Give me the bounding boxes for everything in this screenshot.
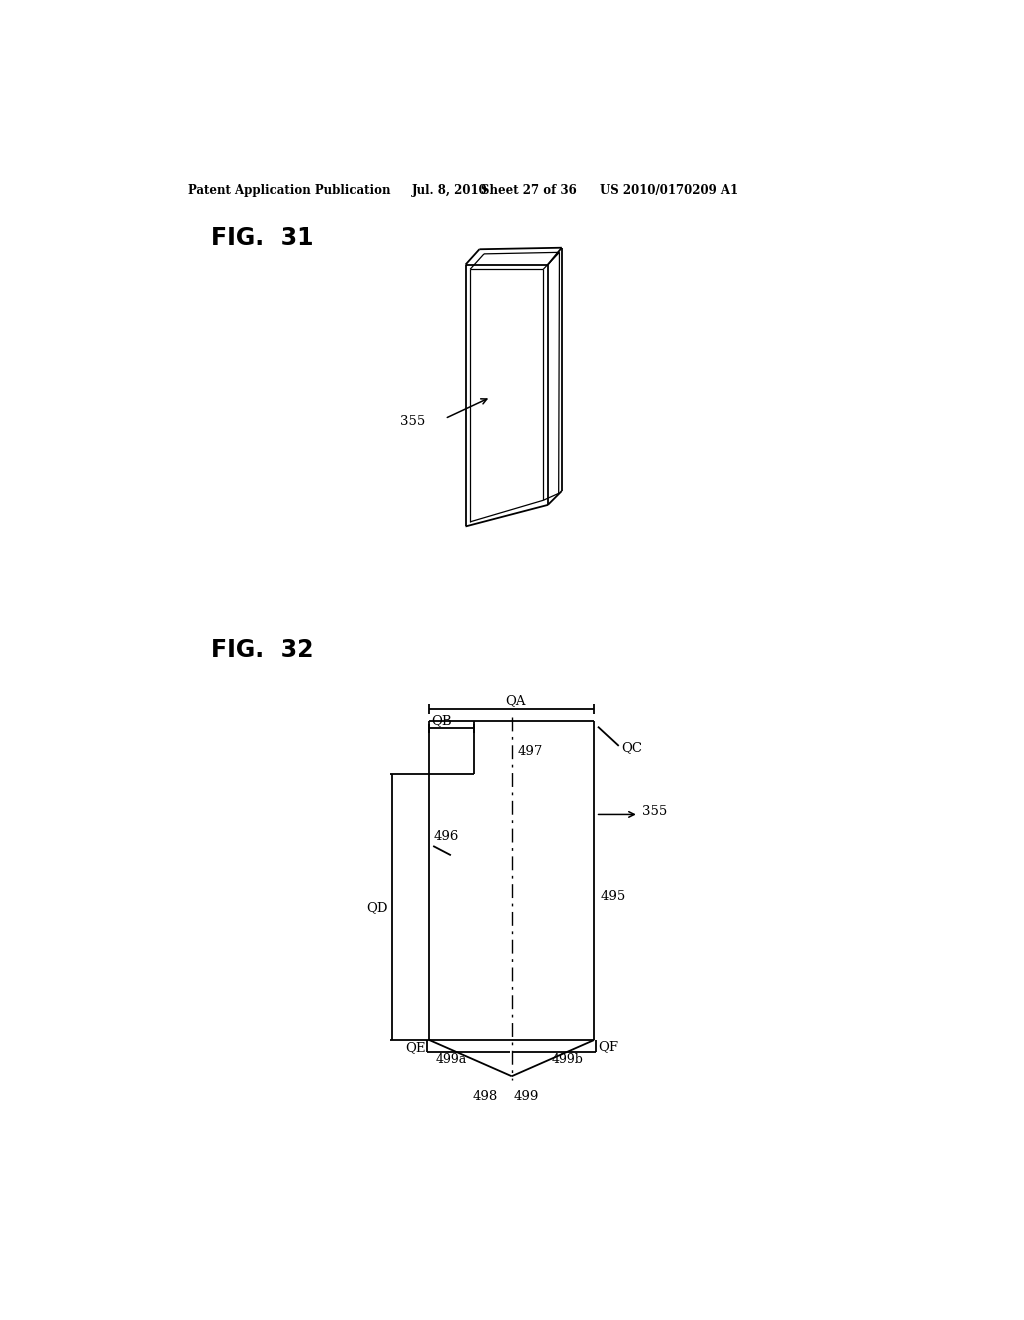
Text: 499a: 499a (435, 1053, 467, 1065)
Text: Patent Application Publication: Patent Application Publication (188, 185, 391, 197)
Text: Sheet 27 of 36: Sheet 27 of 36 (481, 185, 577, 197)
Text: 499b: 499b (551, 1053, 583, 1065)
Text: FIG.  31: FIG. 31 (211, 226, 314, 249)
Text: QA: QA (505, 694, 525, 708)
Text: QB: QB (432, 714, 453, 726)
Text: 355: 355 (642, 805, 667, 818)
Text: 498: 498 (473, 1090, 498, 1104)
Text: 497: 497 (517, 744, 543, 758)
Text: Jul. 8, 2010: Jul. 8, 2010 (412, 185, 487, 197)
Text: QE: QE (404, 1041, 425, 1055)
Text: 495: 495 (600, 890, 626, 903)
Text: QF: QF (599, 1040, 618, 1053)
Text: QC: QC (621, 741, 642, 754)
Text: 355: 355 (400, 416, 425, 428)
Text: 499: 499 (513, 1090, 539, 1104)
Text: 496: 496 (433, 829, 459, 842)
Text: US 2010/0170209 A1: US 2010/0170209 A1 (600, 185, 738, 197)
Text: QD: QD (367, 900, 388, 913)
Text: FIG.  32: FIG. 32 (211, 638, 314, 661)
